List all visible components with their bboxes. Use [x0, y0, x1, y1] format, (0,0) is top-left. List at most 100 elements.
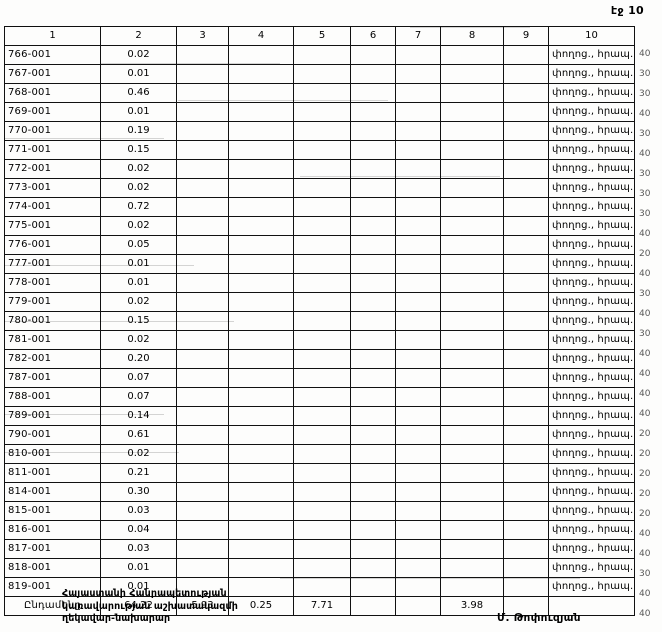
cell-c10: փողոց., հրապ. — [548, 482, 635, 502]
cell-c7 — [395, 482, 441, 502]
cell-c7 — [395, 444, 441, 464]
cell-code: 817-001 — [4, 539, 101, 559]
cropped-edge-value: 40 — [639, 49, 651, 59]
cell-c10: փողոց., հրապ. — [548, 330, 635, 350]
table-row: 787-001 0.07 փողոց., հրապ. — [4, 368, 635, 388]
cropped-edge-value: 30 — [639, 69, 651, 79]
cell-c10: փողոց., հրապ. — [548, 558, 635, 578]
cell-c2: 0.03 — [100, 539, 177, 559]
cell-c7 — [395, 520, 441, 540]
cell-c6 — [350, 387, 396, 407]
table-row: 777-001 0.01 փողոց., հրապ. — [4, 254, 635, 274]
cell-c5 — [293, 102, 351, 122]
cell-c3 — [176, 121, 229, 141]
cell-c10: փողոց., հրապ. — [548, 577, 635, 597]
cell-c5 — [293, 235, 351, 255]
cell-c2: 0.30 — [100, 482, 177, 502]
cell-code: 787-001 — [4, 368, 101, 388]
cropped-edge-value: 20 — [639, 509, 651, 519]
cell-code: 781-001 — [4, 330, 101, 350]
cell-c4 — [228, 121, 294, 141]
table-row: 776-001 0.05 փողոց., հրապ. — [4, 235, 635, 255]
cell-c5 — [293, 311, 351, 331]
cell-c7 — [395, 368, 441, 388]
cell-c5 — [293, 501, 351, 521]
cell-c5 — [293, 216, 351, 236]
footer-line-1: Հայաստանի Հանրապետության — [62, 588, 227, 599]
cell-c9 — [503, 539, 549, 559]
total-c10 — [548, 596, 635, 616]
cell-c6 — [350, 577, 396, 597]
cell-c2: 0.03 — [100, 501, 177, 521]
table-row: 771-001 0.15 փողոց., հրապ. — [4, 140, 635, 160]
cell-code: 810-001 — [4, 444, 101, 464]
cell-c8 — [440, 482, 504, 502]
column-header-10: 10 — [548, 26, 635, 46]
land-register-table-wrap: 1 2 3 4 5 6 7 8 9 10 766-001 0.02 փողոց., հրապ. 767-… — [4, 26, 635, 616]
cell-c8 — [440, 425, 504, 445]
cell-c5 — [293, 539, 351, 559]
cell-c6 — [350, 558, 396, 578]
total-c2: 64.22 — [100, 596, 177, 616]
cropped-edge-value: 30 — [639, 569, 651, 579]
table-row: 814-001 0.30 փողոց., հրապ. — [4, 482, 635, 502]
cell-c9 — [503, 121, 549, 141]
footer-line-2: կառավարության աշխատակազմի — [62, 600, 238, 612]
cell-c3 — [176, 102, 229, 122]
cell-c10: փողոց., հրապ. — [548, 273, 635, 293]
footer-signatory-title: Հայաստանի Հանրապետության կառավարության ա… — [62, 588, 238, 626]
cell-code: 771-001 — [4, 140, 101, 160]
cell-c7 — [395, 406, 441, 426]
cell-c4 — [228, 254, 294, 274]
cell-c2: 0.02 — [100, 330, 177, 350]
cell-c4 — [228, 425, 294, 445]
cell-code: 766-001 — [4, 45, 101, 65]
table-row: 818-001 0.01 փողոց., հրապ. — [4, 558, 635, 578]
cell-c8 — [440, 292, 504, 312]
cell-c8 — [440, 501, 504, 521]
cell-c2: 0.14 — [100, 406, 177, 426]
cell-code: 775-001 — [4, 216, 101, 236]
cell-c8 — [440, 558, 504, 578]
cell-c2: 0.02 — [100, 216, 177, 236]
cell-c3 — [176, 178, 229, 198]
cell-c7 — [395, 235, 441, 255]
cell-code: 777-001 — [4, 254, 101, 274]
cell-c7 — [395, 178, 441, 198]
cell-c10: փողոց., հրապ. — [548, 520, 635, 540]
cell-c9 — [503, 482, 549, 502]
cell-c4 — [228, 292, 294, 312]
cell-c8 — [440, 197, 504, 217]
cell-c10: փողոց., հրապ. — [548, 254, 635, 274]
cell-c9 — [503, 292, 549, 312]
cell-c8 — [440, 539, 504, 559]
cell-c6 — [350, 64, 396, 84]
cell-c7 — [395, 577, 441, 597]
cell-c4 — [228, 64, 294, 84]
cell-c8 — [440, 216, 504, 236]
column-header-2: 2 — [100, 26, 177, 46]
cropped-edge-value: 30 — [639, 189, 651, 199]
cell-c9 — [503, 330, 549, 350]
cell-c9 — [503, 501, 549, 521]
cell-c2: 0.02 — [100, 178, 177, 198]
cell-c4 — [228, 45, 294, 65]
cell-code: 782-001 — [4, 349, 101, 369]
cell-c10: փողոց., հրապ. — [548, 197, 635, 217]
cell-c3 — [176, 216, 229, 236]
cell-c7 — [395, 311, 441, 331]
table-row: 773-001 0.02 փողոց., հրապ. — [4, 178, 635, 198]
cell-c3 — [176, 425, 229, 445]
cell-c5 — [293, 577, 351, 597]
cell-c10: փողոց., հրապ. — [548, 349, 635, 369]
cell-c2: 0.01 — [100, 254, 177, 274]
cell-c10: փողոց., հրապ. — [548, 539, 635, 559]
cell-c6 — [350, 311, 396, 331]
cell-c10: փողոց., հրապ. — [548, 463, 635, 483]
cell-c2: 0.01 — [100, 64, 177, 84]
cropped-right-column: 40 30 30 40 30 40 30 30 30 40 20 40 30 40 30 40 40 40 40 20… — [637, 26, 662, 624]
cell-c2: 0.20 — [100, 349, 177, 369]
cropped-edge-value: 20 — [639, 489, 651, 499]
cell-c8 — [440, 349, 504, 369]
cropped-edge-value: 40 — [639, 609, 651, 619]
